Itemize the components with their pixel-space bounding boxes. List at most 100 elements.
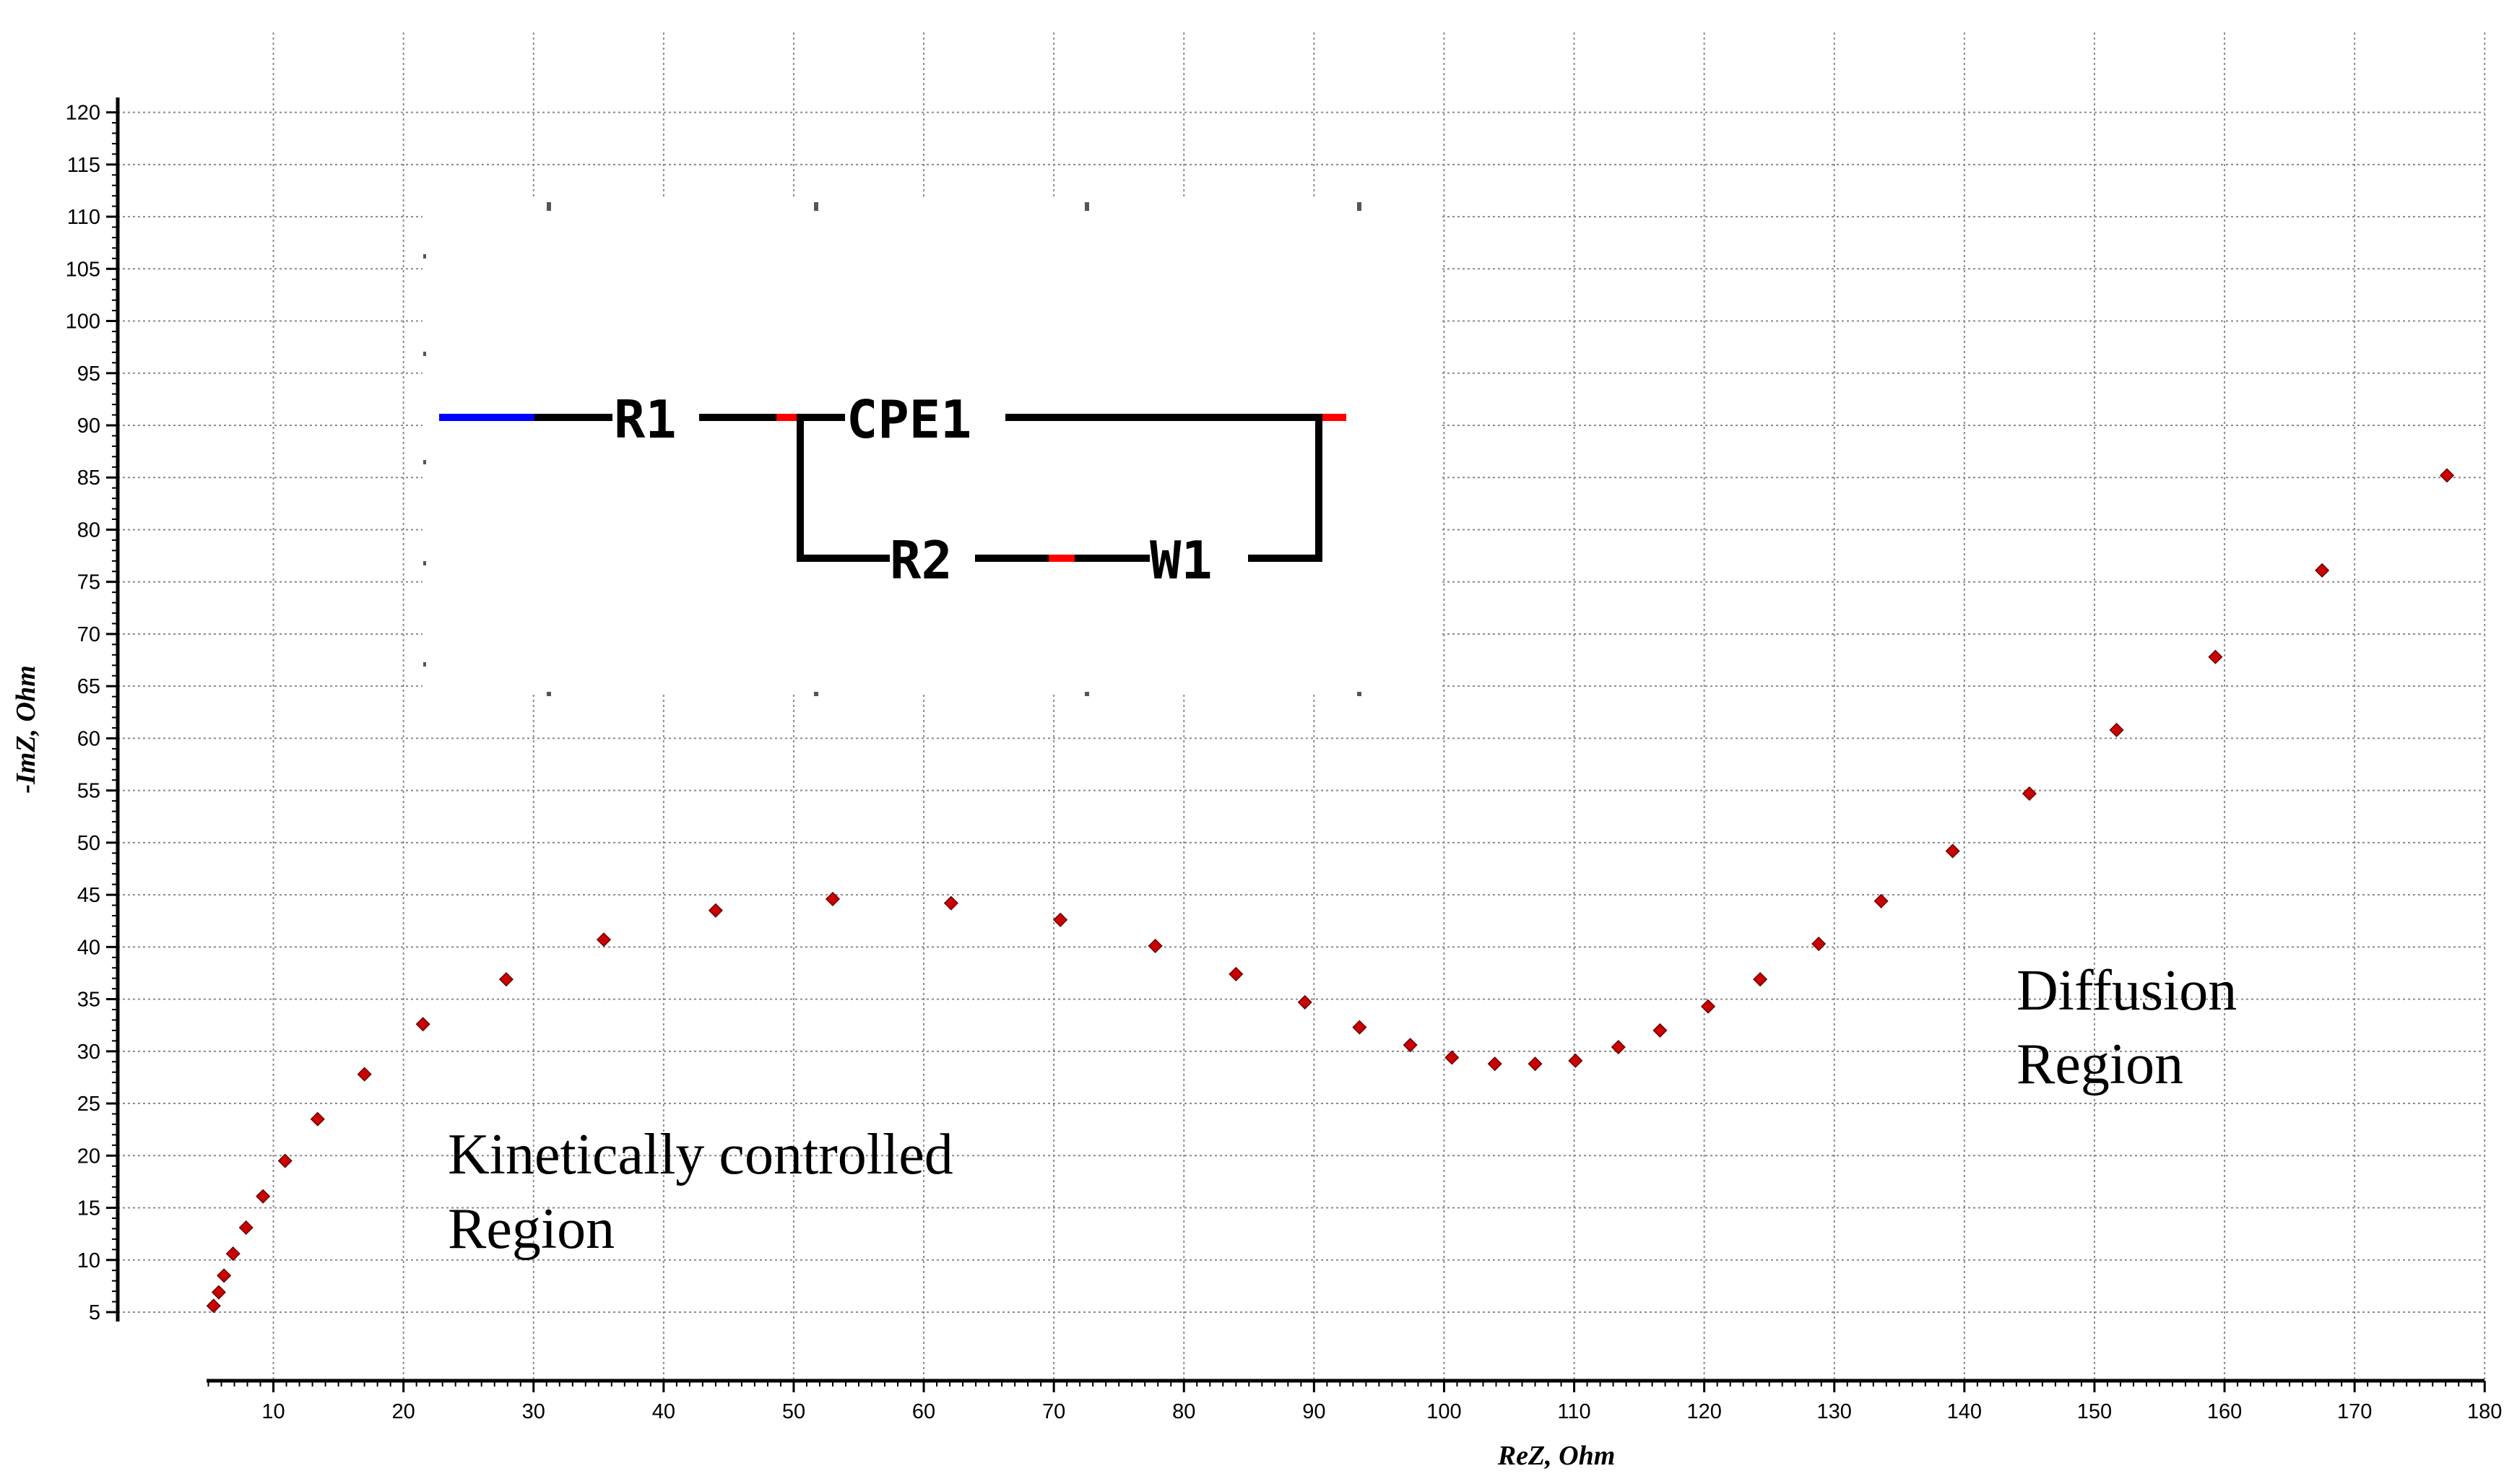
- x-tick-label: 180: [2467, 1400, 2502, 1423]
- x-tick-label: 30: [522, 1400, 545, 1423]
- inset-bottom-tick: [1085, 692, 1089, 696]
- y-axis-title: -ImZ, Ohm: [11, 665, 41, 793]
- x-tick-label: 170: [2337, 1400, 2372, 1423]
- data-point: [1352, 1020, 1367, 1035]
- y-tick-label: 95: [77, 363, 100, 386]
- x-tick-label: 40: [652, 1400, 675, 1423]
- data-point: [1148, 938, 1163, 953]
- equivalent-circuit-inset: R1 CPE1 R2 W1: [423, 196, 1439, 696]
- y-axis: 5 10 15 20 25 30 35 40 45 50 55 60 65 70 75 80 85 90 95 100…: [66, 97, 120, 1324]
- data-point: [1652, 1023, 1668, 1038]
- data-point: [2208, 649, 2223, 664]
- x-tick-label: 110: [1557, 1400, 1590, 1423]
- w1-label: W1: [1150, 530, 1213, 591]
- y-tick-label: 35: [77, 989, 100, 1012]
- data-point: [217, 1268, 232, 1283]
- data-point: [2109, 722, 2124, 737]
- data-point: [256, 1189, 271, 1204]
- y-tick-label: 70: [77, 623, 100, 646]
- data-point: [708, 903, 723, 918]
- y-tick-label: 40: [77, 936, 100, 959]
- y-tick-label: 45: [77, 884, 100, 907]
- x-tick-label: 100: [1426, 1400, 1461, 1423]
- data-points: [206, 468, 2455, 1314]
- y-tick-label: 20: [77, 1145, 100, 1168]
- r2-label: R2: [890, 530, 953, 591]
- data-point: [943, 895, 958, 911]
- inset-top-tick: [1357, 202, 1361, 211]
- data-point: [1568, 1053, 1583, 1068]
- inset-left-tick: [423, 561, 426, 565]
- data-point: [357, 1067, 372, 1082]
- data-point: [1229, 966, 1244, 981]
- y-tick-label: 75: [77, 571, 100, 594]
- y-tick-label: 100: [66, 311, 100, 334]
- y-tick-label: 15: [77, 1197, 100, 1220]
- data-point: [238, 1220, 254, 1236]
- y-tick-label: 85: [77, 467, 100, 490]
- kinetic-region-line-2: Region: [448, 1197, 615, 1261]
- y-tick-label: 105: [66, 258, 100, 281]
- data-point: [1403, 1038, 1418, 1053]
- data-point: [498, 972, 514, 987]
- y-tick-label: 55: [77, 780, 100, 803]
- data-point: [1753, 972, 1768, 987]
- data-point: [277, 1153, 293, 1168]
- inset-left-tick: [423, 352, 426, 356]
- cpe1-label: CPE1: [846, 389, 971, 450]
- data-point: [2439, 468, 2455, 483]
- x-axis-title: ReZ, Ohm: [1497, 1441, 1616, 1471]
- x-tick-label: 10: [261, 1400, 285, 1423]
- data-point: [1528, 1056, 1543, 1072]
- inset-background: [423, 196, 1439, 695]
- data-point: [1297, 994, 1312, 1010]
- x-axis: 10 20 30 40 50 60 70 80 90 100 110 120 130 140 150 160 1…: [207, 1379, 2502, 1423]
- inset-top-tick: [547, 202, 551, 211]
- x-tick-label: 140: [1947, 1400, 1982, 1423]
- y-tick-label: 60: [77, 727, 100, 750]
- data-point: [1444, 1050, 1460, 1065]
- data-point: [1053, 912, 1068, 927]
- y-tick-label: 90: [77, 415, 100, 438]
- data-point: [1487, 1056, 1502, 1072]
- data-point: [825, 891, 841, 906]
- data-point: [2022, 786, 2037, 802]
- y-tick-label: 120: [66, 102, 100, 125]
- data-point: [2315, 563, 2330, 578]
- data-point: [596, 932, 612, 947]
- inset-tick-marks: [423, 202, 1361, 696]
- inset-left-tick: [423, 254, 426, 259]
- y-tick-label: 65: [77, 675, 100, 698]
- x-tick-label: 20: [392, 1400, 415, 1423]
- x-tick-label: 160: [2207, 1400, 2242, 1423]
- x-tick-label: 50: [782, 1400, 805, 1423]
- diffusion-region-line-2: Region: [2016, 1033, 2183, 1096]
- data-point: [415, 1017, 430, 1032]
- data-point: [1811, 936, 1827, 952]
- data-point: [1945, 843, 1960, 859]
- data-point: [211, 1285, 226, 1300]
- x-tick-label: 60: [912, 1400, 935, 1423]
- x-tick-label: 120: [1686, 1400, 1721, 1423]
- kinetic-region-line-1: Kinetically controlled: [448, 1123, 953, 1186]
- y-tick-label: 110: [67, 206, 100, 229]
- inset-top-tick: [814, 202, 818, 211]
- diffusion-region-line-1: Diffusion: [2016, 959, 2237, 1023]
- inset-left-tick: [423, 460, 426, 464]
- y-tick-label: 50: [77, 832, 100, 855]
- x-tick-label: 130: [1817, 1400, 1852, 1423]
- data-point: [206, 1298, 221, 1314]
- x-tick-label: 150: [2077, 1400, 2112, 1423]
- inset-bottom-tick: [1357, 692, 1361, 696]
- inset-top-tick: [1085, 202, 1089, 211]
- data-point: [225, 1246, 241, 1262]
- y-tick-label: 30: [77, 1041, 100, 1064]
- inset-bottom-tick: [547, 692, 551, 696]
- y-tick-label: 115: [67, 154, 100, 177]
- x-tick-label: 80: [1172, 1400, 1195, 1423]
- x-tick-label: 90: [1302, 1400, 1325, 1423]
- inset-bottom-tick: [814, 692, 818, 696]
- data-point: [1611, 1039, 1626, 1055]
- x-tick-label: 70: [1042, 1400, 1065, 1423]
